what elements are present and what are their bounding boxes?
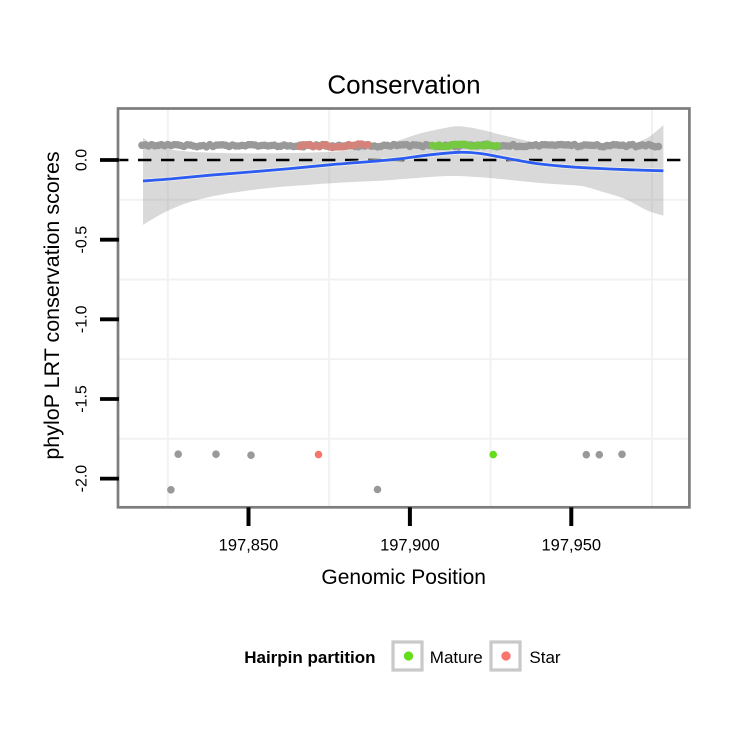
svg-text:-1.0: -1.0 xyxy=(74,305,91,333)
svg-text:Conservation: Conservation xyxy=(327,70,480,100)
svg-text:-1.5: -1.5 xyxy=(74,385,91,413)
svg-text:197,950: 197,950 xyxy=(541,537,601,555)
svg-text:0.0: 0.0 xyxy=(74,149,91,171)
svg-text:Hairpin partition: Hairpin partition xyxy=(244,648,375,667)
svg-text:phyloP LRT conservation scores: phyloP LRT conservation scores xyxy=(40,151,64,459)
svg-text:-2.0: -2.0 xyxy=(74,465,91,493)
svg-text:Genomic Position: Genomic Position xyxy=(321,566,486,589)
svg-text:-0.5: -0.5 xyxy=(74,226,91,254)
svg-text:197,900: 197,900 xyxy=(380,537,440,555)
svg-text:197,850: 197,850 xyxy=(219,537,279,555)
svg-text:Star: Star xyxy=(529,648,561,667)
svg-text:Mature: Mature xyxy=(430,648,483,667)
